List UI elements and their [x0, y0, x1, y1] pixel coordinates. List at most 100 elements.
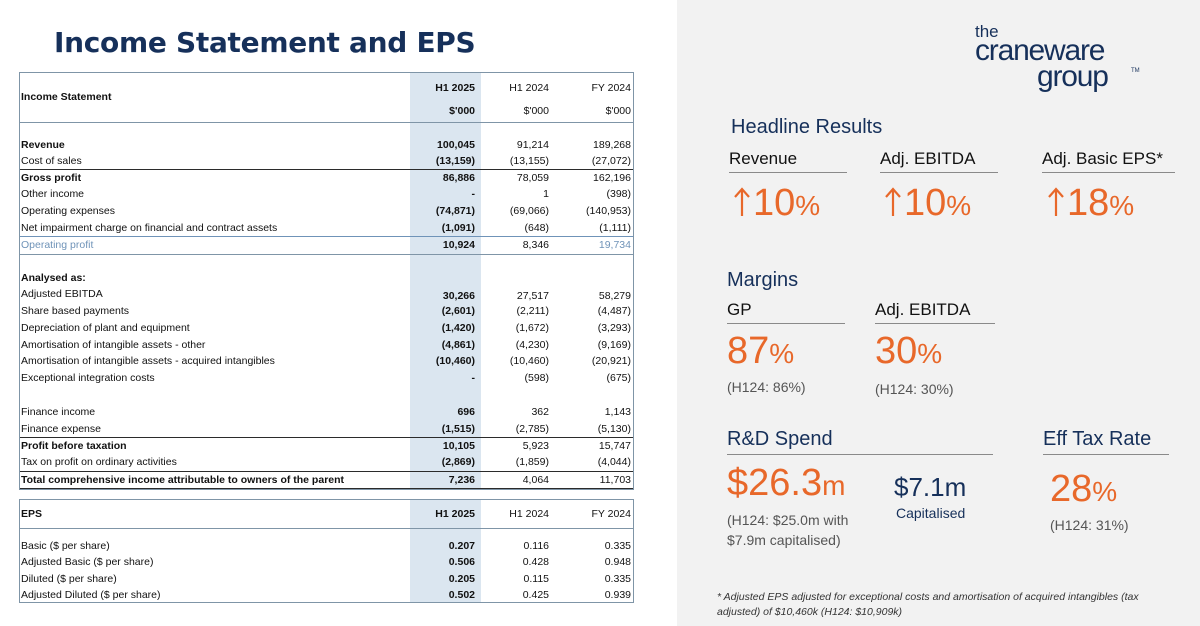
revenue-growth-value: 10: [753, 182, 796, 224]
cell-fy-2024: 11,703: [599, 474, 631, 486]
ebitda-margin-value: 30: [875, 330, 918, 372]
cell-h1-2024: (1,859): [515, 456, 549, 468]
table-row: Share based payments (2,601) (2,211) (4,…: [20, 303, 633, 320]
right-panel: [677, 0, 1200, 626]
cell-h1-2025: (1,420): [441, 322, 475, 334]
table-row: Revenue 100,045 91,214 189,268: [20, 137, 633, 154]
cell-h1-2024: (2,785): [515, 423, 549, 435]
tax-rate: 28%: [1050, 468, 1117, 511]
cell-fy-2024: 15,747: [598, 440, 631, 452]
row-label: Tax on profit on ordinary activities: [21, 456, 177, 468]
table-row: Finance expense (1,515) (2,785) (5,130): [20, 421, 633, 438]
row-label: Amortisation of intangible assets - othe…: [21, 339, 206, 351]
gp-margin: 87%: [727, 330, 794, 373]
row-label: Revenue: [21, 139, 65, 151]
cell-h1-2025: 0.207: [448, 540, 475, 552]
cell-h1-2025: (2,869): [441, 456, 475, 468]
table-row: Profit before taxation 10,105 5,923 15,7…: [20, 437, 633, 454]
cell-h1-2024: 78,059: [516, 172, 549, 184]
logo-group: group: [1037, 60, 1109, 93]
header-col-fy-2024: FY 2024: [591, 82, 631, 94]
cell-h1-2024: (10,460): [509, 355, 549, 367]
cell-h1-2025: 7,236: [448, 474, 475, 486]
row-label: Net impairment charge on financial and c…: [21, 222, 278, 234]
margins-title: Margins: [727, 269, 799, 291]
cell-h1-2024: 0.425: [522, 589, 549, 601]
eps-growth-value: 18: [1067, 182, 1110, 224]
cell-h1-2024: 5,923: [522, 440, 549, 452]
eps-header-row: EPS H1 2025 H1 2024 FY 2024: [20, 506, 633, 523]
row-label: Profit before taxation: [21, 440, 127, 452]
logo-craneware: craneware: [975, 34, 1105, 67]
row-label: Amortisation of intangible assets - acqu…: [21, 355, 275, 367]
gp-margin-value: 87: [727, 330, 770, 372]
cell-fy-2024: (1,111): [599, 222, 631, 234]
tax-title: Eff Tax Rate: [1043, 428, 1169, 455]
cell-h1-2025: 10,924: [442, 239, 475, 251]
row-label: Exceptional integration costs: [21, 372, 155, 384]
table-header-row: H1 2025 H1 2024 FY 2024: [20, 79, 633, 96]
rnd-prior-line-1: (H124: $25.0m with: [727, 512, 849, 528]
row-label: Other income: [21, 188, 85, 200]
cell-fy-2024: (4,487): [597, 305, 631, 317]
cell-h1-2025: 100,045: [437, 139, 475, 151]
table-row: Exceptional integration costs - (598) (6…: [20, 370, 633, 387]
eps-growth-pct: %: [1109, 190, 1135, 221]
income-statement-table: H1 2025 H1 2024 FY 2024 Income Statement…: [19, 72, 634, 490]
row-label: Adjusted Basic ($ per share): [21, 556, 154, 568]
cell-fy-2024: 1,143: [604, 406, 631, 418]
table-row: Net impairment charge on financial and c…: [20, 220, 633, 237]
cell-h1-2024: 8,346: [522, 239, 549, 251]
cell-h1-2025: (13,159): [435, 155, 475, 167]
margin-adj-ebitda-label: Adj. EBITDA: [875, 300, 995, 324]
table-row: Analysed as:: [20, 270, 633, 287]
unit-col-1: $'000: [449, 105, 475, 117]
table-header-label-row: Income Statement: [20, 89, 633, 106]
cell-h1-2025: -: [471, 188, 476, 200]
row-label: Analysed as:: [21, 272, 86, 284]
cell-h1-2025: (74,871): [435, 205, 475, 217]
rnd-prior-line-2: $7.9m capitalised): [727, 532, 841, 548]
tax-rate-pct: %: [1092, 476, 1118, 507]
unit-col-2: $'000: [523, 105, 549, 117]
row-label: Finance expense: [21, 423, 101, 435]
row-label: Finance income: [21, 406, 96, 418]
row-label: Operating expenses: [21, 205, 115, 217]
eps-header-divider: [20, 528, 633, 529]
row-label: Total comprehensive income attributable …: [21, 474, 345, 486]
tax-prior: (H124: 31%): [1050, 517, 1129, 533]
rnd-spend-unit: m: [822, 470, 846, 501]
footnote-line-2: adjusted) of $10,460k (H124: $10,909k): [717, 606, 903, 618]
tax-rate-value: 28: [1050, 468, 1093, 510]
table-row: Adjusted EBITDA 30,266 27,517 58,279: [20, 286, 633, 303]
cell-fy-2024: (398): [606, 188, 631, 200]
company-logo: the craneware group TM: [975, 22, 1145, 102]
cell-fy-2024: 0.335: [604, 573, 631, 585]
capitalised-label: Capitalised: [896, 505, 966, 521]
cell-fy-2024: 0.939: [604, 589, 631, 601]
eps-growth: 18%: [1047, 182, 1134, 225]
rnd-spend-value: $26.3: [727, 462, 823, 504]
current-period-highlight: [410, 73, 481, 489]
cell-fy-2024: (9,169): [597, 339, 631, 351]
table-row: Other income - 1 (398): [20, 186, 633, 203]
ebitda-prior: (H124: 30%): [875, 381, 954, 397]
row-label: Adjusted Diluted ($ per share): [21, 589, 161, 601]
cell-h1-2025: 696: [457, 406, 475, 418]
cell-fy-2024: (140,953): [586, 205, 631, 217]
cell-h1-2025: 0.502: [448, 589, 475, 601]
header-col-h1-2025: H1 2025: [435, 508, 475, 520]
table-row-total: Total comprehensive income attributable …: [20, 471, 633, 489]
cell-fy-2024: 58,279: [598, 290, 631, 302]
revenue-label: Revenue: [729, 149, 847, 173]
table-row: Gross profit 86,886 78,059 162,196: [20, 169, 633, 186]
cell-fy-2024: (675): [606, 372, 631, 384]
row-label: Diluted ($ per share): [21, 573, 117, 585]
page-title: Income Statement and EPS: [54, 26, 476, 59]
logo-the: the: [975, 22, 999, 41]
arrow-up-icon: [1048, 187, 1064, 216]
cell-fy-2024: 0.948: [604, 556, 631, 568]
footnote-line-1: * Adjusted EPS adjusted for exceptional …: [717, 591, 1139, 603]
cell-h1-2024: (69,066): [509, 205, 549, 217]
table-row: Cost of sales (13,159) (13,155) (27,072): [20, 153, 633, 170]
